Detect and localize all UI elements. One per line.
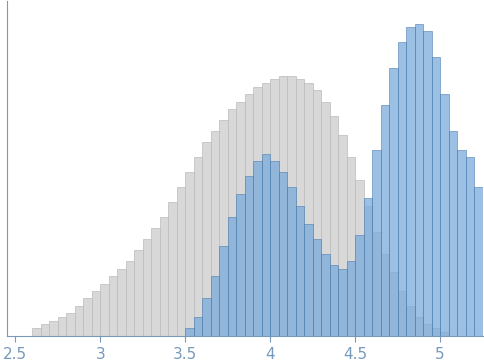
Bar xyxy=(355,180,363,335)
Bar xyxy=(32,328,41,335)
Bar xyxy=(143,239,151,335)
Bar xyxy=(304,224,313,335)
Bar xyxy=(194,317,202,335)
Bar xyxy=(380,105,389,335)
Bar xyxy=(347,261,355,335)
Bar xyxy=(313,90,321,335)
Bar xyxy=(117,269,126,335)
Bar xyxy=(483,224,484,335)
Bar xyxy=(245,176,253,335)
Bar xyxy=(236,102,245,335)
Bar xyxy=(449,131,457,335)
Bar xyxy=(330,265,338,335)
Bar xyxy=(194,157,202,335)
Bar xyxy=(398,291,406,335)
Bar xyxy=(415,24,423,335)
Bar xyxy=(406,27,415,335)
Bar xyxy=(168,202,177,335)
Bar xyxy=(432,57,440,335)
Bar xyxy=(227,109,236,335)
Bar xyxy=(423,325,432,335)
Bar xyxy=(75,306,83,335)
Bar xyxy=(432,328,440,335)
Bar xyxy=(177,187,185,335)
Bar xyxy=(245,94,253,335)
Bar xyxy=(296,205,304,335)
Bar xyxy=(440,332,449,335)
Bar xyxy=(440,94,449,335)
Bar xyxy=(363,205,372,335)
Bar xyxy=(338,269,347,335)
Bar xyxy=(372,150,380,335)
Bar xyxy=(389,68,398,335)
Bar xyxy=(202,298,211,335)
Bar xyxy=(270,161,279,335)
Bar xyxy=(304,83,313,335)
Bar xyxy=(211,131,219,335)
Bar xyxy=(92,291,100,335)
Bar xyxy=(236,195,245,335)
Bar xyxy=(474,187,483,335)
Bar xyxy=(262,83,270,335)
Bar xyxy=(389,272,398,335)
Bar xyxy=(134,250,143,335)
Bar xyxy=(287,76,296,335)
Bar xyxy=(313,239,321,335)
Bar xyxy=(287,187,296,335)
Bar xyxy=(270,79,279,335)
Bar xyxy=(423,31,432,335)
Bar xyxy=(279,172,287,335)
Bar xyxy=(338,135,347,335)
Bar xyxy=(457,150,466,335)
Bar xyxy=(321,102,330,335)
Bar xyxy=(415,317,423,335)
Bar xyxy=(219,246,227,335)
Bar xyxy=(83,298,92,335)
Bar xyxy=(109,276,117,335)
Bar xyxy=(372,232,380,335)
Bar xyxy=(355,235,363,335)
Bar xyxy=(330,117,338,335)
Bar xyxy=(219,120,227,335)
Bar xyxy=(202,142,211,335)
Bar xyxy=(100,284,109,335)
Bar xyxy=(262,154,270,335)
Bar xyxy=(296,79,304,335)
Bar xyxy=(253,161,262,335)
Bar xyxy=(58,317,66,335)
Bar xyxy=(253,87,262,335)
Bar xyxy=(151,228,160,335)
Bar xyxy=(398,42,406,335)
Bar xyxy=(126,261,134,335)
Bar xyxy=(211,276,219,335)
Bar xyxy=(363,198,372,335)
Bar xyxy=(227,217,236,335)
Bar xyxy=(41,325,49,335)
Bar xyxy=(49,321,58,335)
Bar xyxy=(160,217,168,335)
Bar xyxy=(279,76,287,335)
Bar xyxy=(380,254,389,335)
Bar xyxy=(347,157,355,335)
Bar xyxy=(66,313,75,335)
Bar xyxy=(466,157,474,335)
Bar xyxy=(406,306,415,335)
Bar xyxy=(185,328,194,335)
Bar xyxy=(185,172,194,335)
Bar xyxy=(321,254,330,335)
